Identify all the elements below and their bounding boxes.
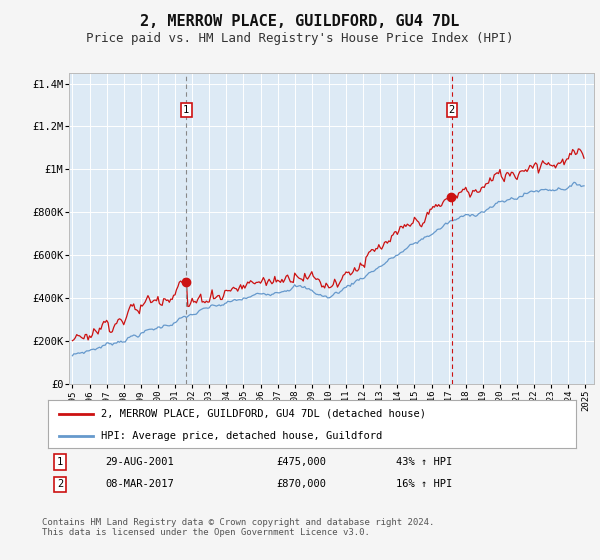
Text: 08-MAR-2017: 08-MAR-2017 — [105, 479, 174, 489]
Text: £870,000: £870,000 — [276, 479, 326, 489]
Text: 2, MERROW PLACE, GUILDFORD, GU4 7DL: 2, MERROW PLACE, GUILDFORD, GU4 7DL — [140, 14, 460, 29]
Text: Contains HM Land Registry data © Crown copyright and database right 2024.
This d: Contains HM Land Registry data © Crown c… — [42, 518, 434, 538]
Text: 29-AUG-2001: 29-AUG-2001 — [105, 457, 174, 467]
Text: 2: 2 — [57, 479, 63, 489]
Text: 16% ↑ HPI: 16% ↑ HPI — [396, 479, 452, 489]
Text: 2: 2 — [449, 105, 455, 115]
Text: £475,000: £475,000 — [276, 457, 326, 467]
Text: 1: 1 — [183, 105, 190, 115]
Text: 2, MERROW PLACE, GUILDFORD, GU4 7DL (detached house): 2, MERROW PLACE, GUILDFORD, GU4 7DL (det… — [101, 409, 426, 419]
Text: 43% ↑ HPI: 43% ↑ HPI — [396, 457, 452, 467]
Text: 1: 1 — [57, 457, 63, 467]
Text: HPI: Average price, detached house, Guildford: HPI: Average price, detached house, Guil… — [101, 431, 382, 441]
Text: Price paid vs. HM Land Registry's House Price Index (HPI): Price paid vs. HM Land Registry's House … — [86, 32, 514, 45]
